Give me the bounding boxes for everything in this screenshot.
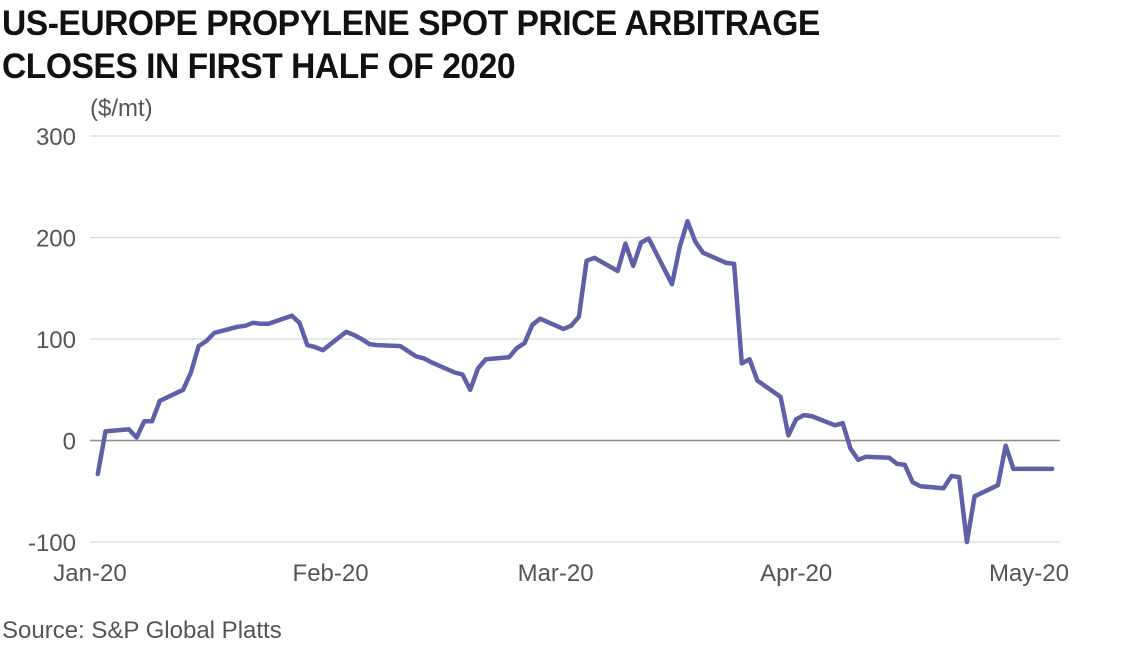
y-tick-label: 0 (63, 429, 76, 456)
y-tick-label: 100 (36, 327, 76, 354)
y-axis-unit-label: ($/mt) (90, 95, 153, 122)
x-tick-label: May-20 (989, 560, 1069, 587)
source-note: Source: S&P Global Platts (2, 617, 282, 644)
title-line-1: US-EUROPE PROPYLENE SPOT PRICE ARBITRAGE (2, 4, 820, 43)
y-tick-labels: -100 0 100 200 300 (28, 124, 76, 557)
y-tick-label: 300 (36, 124, 76, 151)
grid-layer (90, 135, 1060, 543)
x-tick-label: Jan-20 (53, 560, 126, 587)
y-tick-label: 200 (36, 226, 76, 253)
x-tick-label: Feb-20 (293, 560, 369, 587)
chart-title: US-EUROPE PROPYLENE SPOT PRICE ARBITRAGE… (2, 2, 1058, 88)
series-line (95, 219, 1055, 545)
title-line-2: CLOSES IN FIRST HALF OF 2020 (2, 47, 516, 86)
x-tick-labels: Jan-20 Feb-20 Mar-20 Apr-20 May-20 (53, 560, 1069, 587)
y-tick-label: -100 (28, 530, 76, 557)
x-tick-label: Mar-20 (518, 560, 594, 587)
series-layer (95, 219, 1055, 545)
x-tick-label: Apr-20 (760, 560, 832, 587)
